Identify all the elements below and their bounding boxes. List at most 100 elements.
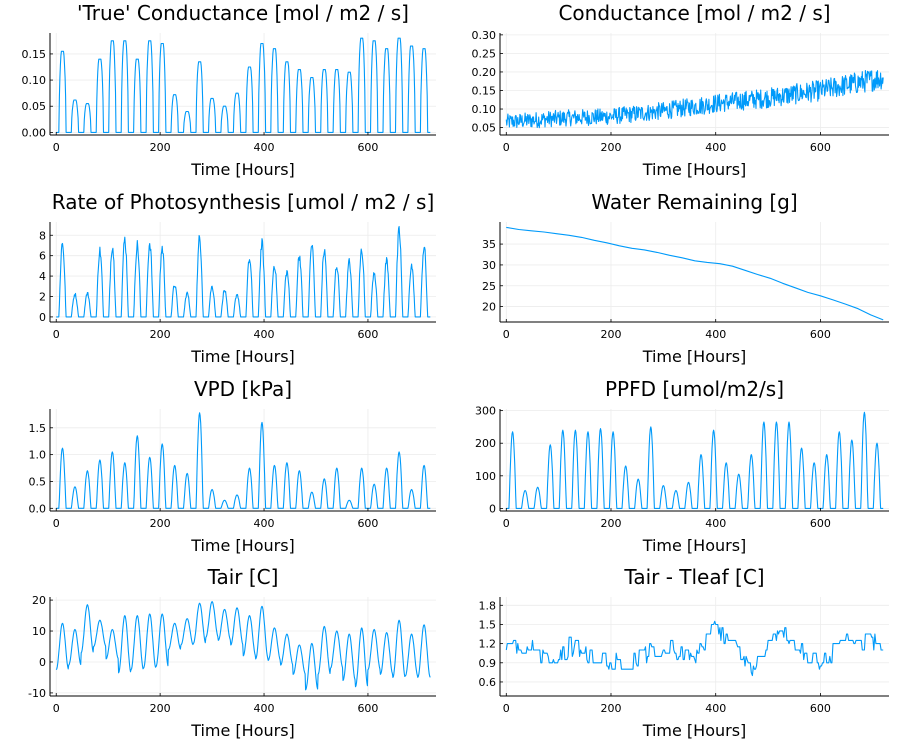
chart-title: Tair - Tleaf [C] xyxy=(623,565,764,589)
x-tick-label: 600 xyxy=(810,517,831,530)
chart-panel-2: 0 200 400 600 0.05 0.10 0.15 0.20 0.25 0.30 Conduc… xyxy=(472,1,889,179)
chart-title: PPFD [umol/m2/s] xyxy=(605,377,784,401)
y-tick-label: 35 xyxy=(482,238,496,251)
x-axis-label: Time [Hours] xyxy=(642,721,747,740)
x-axis-label: Time [Hours] xyxy=(642,536,747,555)
y-tick-label: 100 xyxy=(475,470,496,483)
y-tick-label: 1.5 xyxy=(29,422,47,435)
x-tick-label: 600 xyxy=(357,517,378,530)
y-tick-label: 25 xyxy=(482,280,496,293)
chart-panel-1: 0 200 400 600 0.00 0.05 0.10 0.15 'True' Conduct… xyxy=(22,1,436,179)
y-tick-label: 0 xyxy=(489,502,496,515)
y-tick-label: 0.00 xyxy=(22,126,47,139)
x-tick-label: 600 xyxy=(810,328,831,341)
series-line xyxy=(56,225,431,318)
x-tick-label: 400 xyxy=(705,141,726,154)
x-tick-label: 400 xyxy=(705,702,726,715)
y-tick-label: 0.5 xyxy=(29,475,47,488)
x-axis-label: Time [Hours] xyxy=(190,536,295,555)
x-tick-label: 200 xyxy=(600,328,621,341)
y-tick-label: 0.30 xyxy=(472,29,497,42)
y-tick-label: 200 xyxy=(475,437,496,450)
series-line xyxy=(506,411,884,509)
y-tick-label: 2 xyxy=(39,290,46,303)
y-tick-label: 0.9 xyxy=(479,657,497,670)
x-tick-label: 400 xyxy=(254,328,275,341)
series-line xyxy=(506,226,884,321)
x-axis-label: Time [Hours] xyxy=(642,347,747,366)
chart-panel-5: 0 200 400 600 0.0 0.5 1.0 1.5 VPD [kPa] Time [Hou… xyxy=(29,377,436,555)
chart-title: VPD [kPa] xyxy=(194,377,292,401)
y-tick-label: 0.20 xyxy=(472,66,497,79)
series-line xyxy=(505,620,884,677)
x-tick-label: 0 xyxy=(53,141,60,154)
series-line xyxy=(56,412,431,509)
y-tick-label: 1.5 xyxy=(479,618,497,631)
x-tick-label: 200 xyxy=(150,141,171,154)
y-tick-label: 20 xyxy=(482,301,496,314)
chart-panel-6: 0 200 400 600 0 100 200 300 PPFD [umol/m2/s] Time… xyxy=(475,377,889,555)
series-line xyxy=(56,37,431,133)
chart-panel-4: 0 200 400 600 20 25 30 35 Water Remaining [g] Tim… xyxy=(482,190,889,366)
x-tick-label: 200 xyxy=(600,141,621,154)
chart-title: Water Remaining [g] xyxy=(591,190,797,214)
y-tick-label: 0.0 xyxy=(29,502,47,515)
chart-panel-3: 0 200 400 600 0 2 4 6 8 Rate of Photosynthesis [u… xyxy=(39,190,436,366)
x-tick-label: 0 xyxy=(503,517,510,530)
y-tick-label: 20 xyxy=(32,594,46,607)
x-tick-label: 400 xyxy=(705,517,726,530)
x-tick-label: 600 xyxy=(810,702,831,715)
chart-title: Tair [C] xyxy=(207,565,279,589)
x-tick-label: 600 xyxy=(357,141,378,154)
x-tick-label: 0 xyxy=(53,328,60,341)
y-tick-label: 1.2 xyxy=(479,638,497,651)
x-tick-label: 400 xyxy=(705,328,726,341)
x-tick-label: 600 xyxy=(357,328,378,341)
y-tick-label: 0.05 xyxy=(472,122,497,135)
x-axis-label: Time [Hours] xyxy=(642,160,747,179)
x-tick-label: 0 xyxy=(503,328,510,341)
x-tick-label: 600 xyxy=(357,702,378,715)
x-tick-label: 0 xyxy=(53,517,60,530)
chart-title: Rate of Photosynthesis [umol / m2 / s] xyxy=(52,190,435,214)
x-tick-label: 0 xyxy=(503,141,510,154)
y-tick-label: 0.25 xyxy=(472,47,497,60)
y-tick-label: 0 xyxy=(39,311,46,324)
series-line xyxy=(505,69,884,129)
y-tick-label: 30 xyxy=(482,259,496,272)
y-tick-label: 0.10 xyxy=(472,103,497,116)
y-tick-label: 0 xyxy=(39,656,46,669)
chart-title: 'True' Conductance [mol / m2 / s] xyxy=(77,1,409,25)
y-tick-label: 6 xyxy=(39,250,46,263)
x-tick-label: 0 xyxy=(503,702,510,715)
x-tick-label: 600 xyxy=(810,141,831,154)
y-tick-label: 0.15 xyxy=(22,48,47,61)
y-tick-label: -10 xyxy=(28,687,46,700)
x-tick-label: 200 xyxy=(150,328,171,341)
chart-panel-8: 0 200 400 600 0.6 0.9 1.2 1.5 1.8 Tair - Tleaf [C… xyxy=(479,565,889,740)
y-tick-label: 1.0 xyxy=(29,449,47,462)
y-tick-label: 0.10 xyxy=(22,74,47,87)
chart-title: Conductance [mol / m2 / s] xyxy=(558,1,830,25)
y-tick-label: 300 xyxy=(475,405,496,418)
x-axis-label: Time [Hours] xyxy=(190,347,295,366)
x-tick-label: 400 xyxy=(254,141,275,154)
y-tick-label: 0.05 xyxy=(22,100,47,113)
x-tick-label: 200 xyxy=(600,517,621,530)
y-tick-label: 8 xyxy=(39,229,46,242)
y-tick-label: 10 xyxy=(32,625,46,638)
x-tick-label: 200 xyxy=(150,517,171,530)
x-tick-label: 200 xyxy=(150,702,171,715)
y-tick-label: 0.6 xyxy=(479,676,497,689)
x-tick-label: 400 xyxy=(254,702,275,715)
y-tick-label: 0.15 xyxy=(472,84,497,97)
y-tick-label: 1.8 xyxy=(479,599,497,612)
y-tick-label: 4 xyxy=(39,270,46,283)
chart-panel-7: 0 200 400 600 -10 0 10 20 Tair [C] Time [Hours] xyxy=(28,565,436,740)
series-line xyxy=(55,601,431,691)
x-tick-label: 400 xyxy=(254,517,275,530)
x-tick-label: 200 xyxy=(600,702,621,715)
x-axis-label: Time [Hours] xyxy=(190,721,295,740)
x-tick-label: 0 xyxy=(53,702,60,715)
